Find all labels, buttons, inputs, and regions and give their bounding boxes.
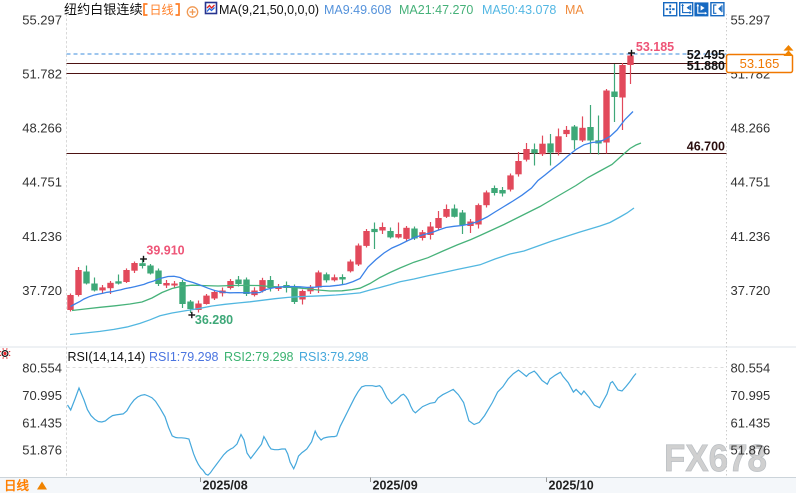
svg-text:41.236: 41.236	[22, 229, 62, 244]
svg-text:80.554: 80.554	[22, 361, 62, 376]
svg-text:80.554: 80.554	[731, 361, 771, 376]
svg-text:MA50:43.078: MA50:43.078	[482, 3, 556, 17]
svg-text:RSI(14,14,14): RSI(14,14,14)	[68, 350, 146, 364]
svg-text:70.995: 70.995	[731, 388, 771, 403]
svg-text:44.751: 44.751	[731, 175, 771, 190]
svg-text:2025/10: 2025/10	[549, 479, 594, 493]
svg-text:MA21:47.270: MA21:47.270	[399, 3, 473, 17]
svg-text:MA(9,21,50,0,0,0): MA(9,21,50,0,0,0)	[219, 3, 319, 17]
svg-text:RSI1:79.298: RSI1:79.298	[149, 350, 219, 364]
svg-text:44.751: 44.751	[22, 175, 62, 190]
svg-text:52.495: 52.495	[687, 48, 725, 62]
svg-text:FX678: FX678	[664, 438, 767, 480]
svg-text:日线: 日线	[150, 3, 174, 17]
svg-text:53.165: 53.165	[740, 56, 780, 71]
svg-text:纽约白银连续: 纽约白银连续	[64, 2, 143, 17]
svg-text:MA9:49.608: MA9:49.608	[324, 3, 391, 17]
svg-text:日线: 日线	[4, 478, 30, 493]
svg-text:48.266: 48.266	[731, 121, 771, 136]
svg-text:MA: MA	[565, 3, 584, 17]
svg-text:RSI2:79.298: RSI2:79.298	[224, 350, 294, 364]
svg-text:55.297: 55.297	[22, 13, 62, 28]
svg-text:36.280: 36.280	[195, 313, 233, 327]
svg-text:2025/09: 2025/09	[373, 479, 418, 493]
svg-text:39.910: 39.910	[146, 244, 184, 258]
svg-text:61.435: 61.435	[22, 415, 62, 430]
svg-text:51.782: 51.782	[22, 67, 62, 82]
svg-text:53.185: 53.185	[636, 40, 674, 54]
svg-text:48.266: 48.266	[22, 121, 62, 136]
svg-text:37.720: 37.720	[731, 283, 771, 298]
svg-text:41.236: 41.236	[731, 229, 771, 244]
svg-text:RSI3:79.298: RSI3:79.298	[299, 350, 369, 364]
svg-text:37.720: 37.720	[22, 283, 62, 298]
svg-text:2025/08: 2025/08	[203, 479, 248, 493]
svg-text:55.297: 55.297	[731, 13, 771, 28]
svg-text:51.876: 51.876	[22, 443, 62, 458]
svg-text:51.876: 51.876	[731, 443, 771, 458]
svg-text:51.880: 51.880	[687, 59, 725, 73]
svg-text:46.700: 46.700	[687, 140, 725, 154]
svg-text:61.435: 61.435	[731, 415, 771, 430]
svg-text:70.995: 70.995	[22, 388, 62, 403]
